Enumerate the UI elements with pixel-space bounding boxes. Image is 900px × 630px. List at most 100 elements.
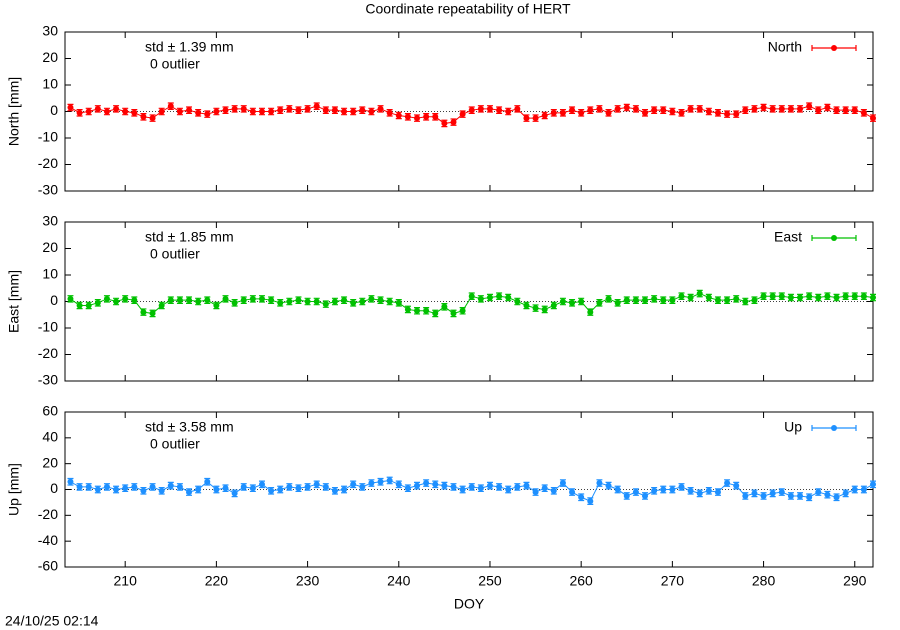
y-tick-label: -30	[38, 372, 58, 388]
data-point	[787, 492, 794, 499]
data-point	[67, 295, 74, 302]
data-point	[286, 298, 293, 305]
data-point	[714, 489, 721, 496]
data-point	[733, 482, 740, 489]
data-point	[851, 486, 858, 493]
data-point	[186, 297, 193, 304]
data-point	[195, 486, 202, 493]
data-point	[587, 498, 594, 505]
data-point	[742, 492, 749, 499]
data-point	[833, 294, 840, 301]
y-tick-label: -20	[38, 345, 58, 361]
data-point	[468, 293, 475, 300]
data-point	[642, 109, 649, 116]
data-point	[532, 489, 539, 496]
data-point	[113, 486, 120, 493]
data-point	[359, 107, 366, 114]
data-point	[559, 109, 566, 116]
data-point	[331, 487, 338, 494]
data-point	[559, 298, 566, 305]
data-point	[213, 108, 220, 115]
y-tick-label: 10	[42, 266, 58, 282]
data-point	[85, 108, 92, 115]
data-point	[213, 486, 220, 493]
data-point	[541, 306, 548, 313]
data-point	[797, 492, 804, 499]
data-point	[67, 104, 74, 111]
data-point	[277, 486, 284, 493]
y-tick-label: -20	[38, 155, 58, 171]
data-point	[687, 294, 694, 301]
x-axis-label: DOY	[454, 596, 485, 612]
data-point	[404, 485, 411, 492]
y-tick-label: 0	[50, 102, 58, 118]
data-point	[432, 481, 439, 488]
data-point	[760, 492, 767, 499]
data-point	[176, 297, 183, 304]
data-point	[331, 298, 338, 305]
data-point	[94, 299, 101, 306]
data-point	[240, 297, 247, 304]
data-point	[769, 105, 776, 112]
data-point	[231, 105, 238, 112]
data-point	[341, 486, 348, 493]
data-point	[268, 297, 275, 304]
data-point	[459, 486, 466, 493]
data-point	[140, 309, 147, 316]
data-point	[806, 494, 813, 501]
annotation: std ± 1.85 mm	[145, 229, 234, 245]
data-point	[569, 107, 576, 114]
data-point	[113, 298, 120, 305]
data-point	[632, 105, 639, 112]
data-point	[249, 485, 256, 492]
data-point	[113, 105, 120, 112]
note: 0 outlier	[150, 436, 200, 452]
data-point	[486, 482, 493, 489]
data-point	[341, 108, 348, 115]
data-point	[186, 107, 193, 114]
data-point	[423, 113, 430, 120]
data-point	[295, 297, 302, 304]
data-point	[496, 483, 503, 490]
data-point	[523, 115, 530, 122]
data-point	[660, 297, 667, 304]
data-point	[322, 301, 329, 308]
data-point	[651, 487, 658, 494]
data-point	[705, 108, 712, 115]
data-point	[423, 307, 430, 314]
y-tick-label: 0	[50, 480, 58, 496]
data-point	[642, 297, 649, 304]
data-point	[76, 483, 83, 490]
data-point	[870, 115, 876, 122]
data-point	[569, 299, 576, 306]
data-point	[195, 109, 202, 116]
annotation: std ± 1.39 mm	[145, 39, 234, 55]
data-point	[578, 109, 585, 116]
data-point	[587, 309, 594, 316]
data-point	[404, 113, 411, 120]
y-tick-label: -20	[38, 506, 58, 522]
data-point	[477, 105, 484, 112]
plot-frame	[64, 31, 874, 192]
data-point	[824, 491, 831, 498]
data-point	[751, 490, 758, 497]
data-point	[559, 480, 566, 487]
data-point	[778, 489, 785, 496]
data-point	[660, 107, 667, 114]
y-axis-label: East [mm]	[6, 270, 22, 333]
data-point	[514, 483, 521, 490]
data-point	[204, 297, 211, 304]
data-point	[195, 298, 202, 305]
data-point	[669, 486, 676, 493]
data-point	[186, 489, 193, 496]
data-point	[149, 483, 156, 490]
y-tick-label: -10	[38, 129, 58, 145]
data-point	[414, 482, 421, 489]
data-point	[806, 103, 813, 110]
data-point	[769, 293, 776, 300]
data-point	[678, 109, 685, 116]
y-tick-label: 60	[42, 403, 58, 419]
data-point	[505, 108, 512, 115]
plot-frame	[64, 221, 874, 382]
